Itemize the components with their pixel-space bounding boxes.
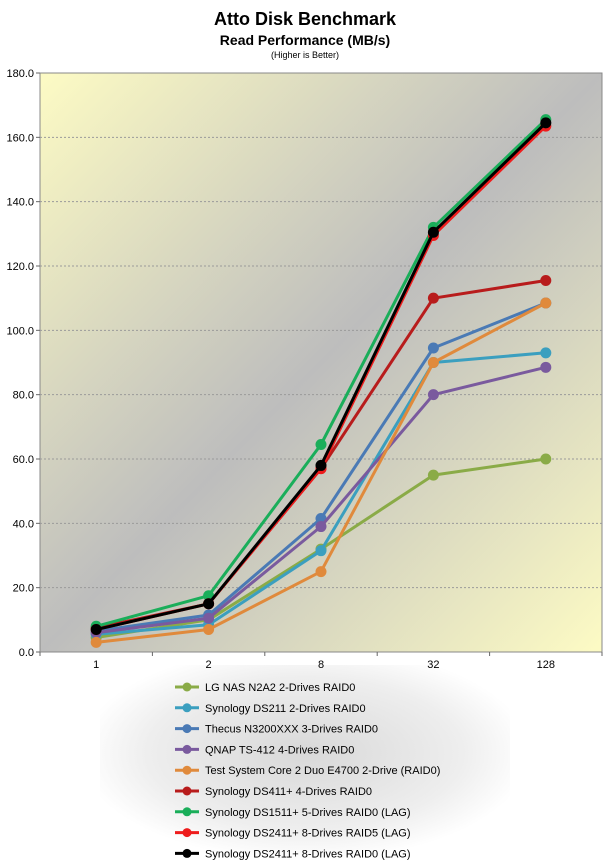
chart-title: Atto Disk Benchmark bbox=[214, 9, 397, 29]
data-point bbox=[540, 297, 552, 309]
data-point bbox=[427, 292, 439, 304]
x-tick-label: 128 bbox=[537, 659, 555, 671]
data-point bbox=[90, 623, 102, 635]
data-point bbox=[315, 439, 327, 451]
legend-label: Thecus N3200XXX 3-Drives RAID0 bbox=[205, 724, 378, 736]
data-point bbox=[540, 347, 552, 359]
data-point bbox=[427, 469, 439, 481]
legend: LG NAS N2A2 2-Drives RAID0 Synology DS211… bbox=[175, 682, 440, 860]
legend-shadow bbox=[100, 665, 510, 861]
data-point bbox=[315, 521, 327, 533]
data-point bbox=[203, 623, 215, 635]
data-point bbox=[540, 274, 552, 286]
y-tick-label: 60.0 bbox=[13, 454, 34, 466]
data-point bbox=[540, 361, 552, 373]
x-tick-label: 2 bbox=[206, 659, 212, 671]
data-point bbox=[203, 612, 215, 624]
data-point bbox=[427, 342, 439, 354]
data-point bbox=[90, 636, 102, 648]
legend-swatch-marker bbox=[182, 848, 192, 858]
legend-label: Synology DS2411+ 8-Drives RAID0 (LAG) bbox=[205, 848, 411, 860]
y-tick-label: 120.0 bbox=[6, 261, 34, 273]
x-tick-label: 8 bbox=[318, 659, 324, 671]
y-tick-label: 20.0 bbox=[13, 583, 34, 595]
x-tick-label: 32 bbox=[427, 659, 439, 671]
legend-label: Test System Core 2 Duo E4700 2-Drive (RA… bbox=[205, 765, 440, 777]
legend-label: QNAP TS-412 4-Drives RAID0 bbox=[205, 744, 354, 756]
data-point bbox=[427, 357, 439, 368]
data-point bbox=[540, 453, 552, 465]
y-tick-label: 140.0 bbox=[6, 197, 34, 209]
legend-label: LG NAS N2A2 2-Drives RAID0 bbox=[205, 682, 355, 694]
y-tick-label: 40.0 bbox=[13, 518, 34, 530]
legend-swatch-marker bbox=[182, 786, 192, 796]
legend-swatch-marker bbox=[182, 765, 192, 775]
y-tick-label: 180.0 bbox=[6, 68, 34, 80]
x-tick-label: 1 bbox=[93, 659, 99, 671]
chart-note: (Higher is Better) bbox=[271, 50, 339, 60]
legend-label: Synology DS1511+ 5-Drives RAID0 (LAG) bbox=[205, 807, 411, 819]
data-point bbox=[315, 459, 327, 471]
y-tick-label: 80.0 bbox=[13, 390, 34, 402]
legend-label: Synology DS2411+ 8-Drives RAID5 (LAG) bbox=[205, 828, 411, 840]
data-point bbox=[540, 117, 552, 129]
y-tick-label: 0.0 bbox=[19, 647, 34, 659]
series-group bbox=[90, 114, 552, 648]
legend-label: Synology DS411+ 4-Drives RAID0 bbox=[205, 786, 372, 798]
data-point bbox=[315, 566, 327, 578]
legend-swatch-marker bbox=[182, 828, 192, 838]
legend-swatch-marker bbox=[182, 703, 192, 713]
legend-label: Synology DS211 2-Drives RAID0 bbox=[205, 703, 366, 715]
y-axis: 0.0 20.0 40.0 60.0 80.0 100.0 120.0 140.0 160.0 1… bbox=[6, 68, 40, 659]
plot-area bbox=[39, 72, 603, 653]
data-point bbox=[203, 598, 215, 610]
y-tick-label: 100.0 bbox=[6, 325, 34, 337]
legend-swatch-marker bbox=[182, 744, 192, 754]
x-axis: 1 2 8 32 128 bbox=[39, 652, 603, 671]
data-point bbox=[427, 389, 439, 401]
chart-subtitle: Read Performance (MB/s) bbox=[220, 32, 390, 48]
data-point bbox=[427, 226, 439, 238]
legend-swatch-marker bbox=[182, 724, 192, 734]
y-tick-label: 160.0 bbox=[6, 132, 34, 144]
data-point bbox=[315, 545, 327, 557]
legend-swatch-marker bbox=[182, 807, 192, 817]
legend-swatch-marker bbox=[182, 682, 192, 692]
